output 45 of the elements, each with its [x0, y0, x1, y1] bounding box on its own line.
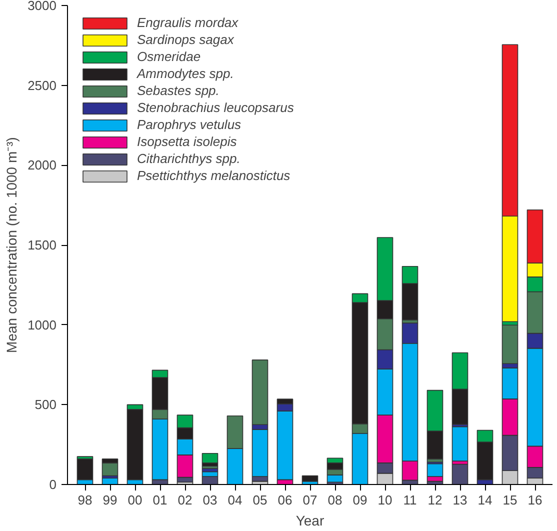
legend-label: Isopsetta isolepis [137, 134, 237, 149]
y-tick-label: 1500 [28, 238, 56, 252]
x-tick-label: 15 [502, 492, 518, 508]
x-tick-label: 11 [403, 492, 417, 508]
bar [76, 458, 94, 480]
x-tick-label: 02 [178, 492, 192, 508]
legend-label: Ammodytes spp. [137, 66, 234, 81]
bar [102, 462, 118, 476]
y-tick-label: 500 [34, 397, 57, 412]
bar [452, 464, 468, 484]
x-tick-label: 09 [352, 492, 368, 508]
x-tick-label: 98 [78, 492, 92, 508]
legend-label: Psettichthys melanostictus [137, 168, 290, 183]
bar [502, 324, 518, 364]
x-tick-label: 16 [528, 492, 542, 508]
bar [302, 475, 318, 482]
x-tick-label: 05 [252, 492, 268, 508]
y-tick-label: 0 [49, 477, 57, 492]
x-tick-label: 01 [152, 492, 168, 508]
legend-label: Sebastes spp. [137, 83, 220, 98]
legend-label: Sardinops sagax [137, 32, 234, 47]
y-tick-label: 2500 [28, 78, 56, 93]
bar [202, 452, 218, 464]
x-tick-label: 03 [202, 492, 218, 508]
y-tick-label: 1000 [28, 317, 56, 332]
legend-label: Parophrys vetulus [137, 117, 242, 132]
legend-label: Citharichthys spp. [137, 151, 240, 166]
bar [452, 426, 468, 462]
x-tick-label: 13 [452, 492, 468, 508]
y-axis-title: Mean concentration (no. 1000 m⁻³) [4, 137, 20, 353]
legend-label: Engraulis mordax [137, 15, 238, 30]
x-tick-label: 10 [378, 492, 392, 508]
x-tick-label: 04 [228, 492, 242, 508]
x-tick-label: 99 [102, 492, 118, 508]
x-tick-label: 00 [128, 492, 142, 508]
y-tick-label: 3000 [28, 0, 56, 13]
x-tick-label: 07 [302, 492, 318, 508]
x-tick-label: 06 [278, 492, 292, 508]
x-axis-title: Year [296, 512, 324, 528]
y-tick-label: 2000 [28, 158, 56, 173]
legend-label: Osmeridae [137, 49, 201, 64]
legend-label: Stenobrachius leucopsarus [137, 100, 294, 115]
x-tick-label: 12 [428, 492, 442, 508]
x-tick-label: 14 [478, 492, 492, 508]
x-tick-label: 08 [328, 492, 342, 508]
